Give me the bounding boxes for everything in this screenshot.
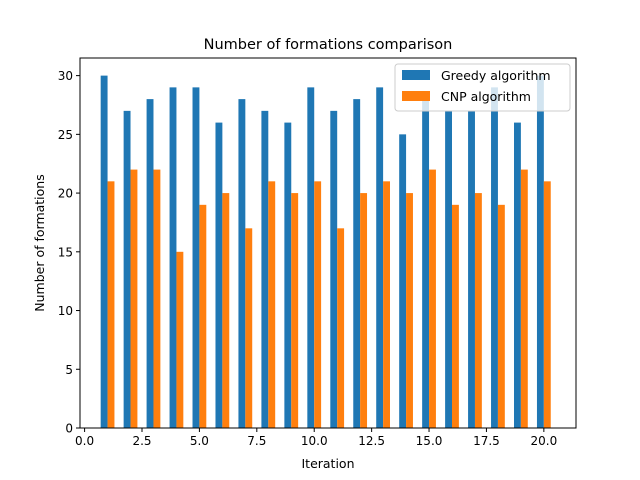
x-tick-label: 10.0: [301, 434, 328, 448]
axes-frame: [79, 57, 577, 429]
x-tick-label: 17.5: [473, 434, 500, 448]
bar-cnp-4: [176, 251, 184, 428]
y-axis-label: Number of formations: [32, 174, 47, 311]
bars-layer: [100, 75, 551, 429]
bar-greedy-5: [192, 87, 200, 429]
y-tick-label: 25: [58, 128, 73, 142]
bar-cnp-9: [291, 193, 299, 428]
bar-cnp-18: [497, 204, 505, 428]
x-tick-label: 15.0: [416, 434, 443, 448]
bar-cnp-17: [474, 193, 482, 428]
bar-greedy-7: [238, 99, 246, 429]
bar-cnp-16: [452, 204, 459, 428]
bar-greedy-10: [307, 87, 315, 429]
legend-swatch-cnp: [402, 91, 430, 101]
legend-label-greedy: Greedy algorithm: [441, 68, 551, 83]
bar-greedy-15: [422, 99, 430, 429]
x-tick-label: 2.5: [132, 434, 151, 448]
bar-cnp-2: [130, 169, 138, 428]
bar-greedy-19: [514, 122, 521, 428]
bar-cnp-14: [406, 193, 413, 428]
x-axis-label: Iteration: [301, 456, 354, 471]
bar-greedy-14: [399, 134, 407, 428]
y-tick-label: 20: [58, 187, 73, 201]
x-tick-label: 5.0: [190, 434, 209, 448]
bar-cnp-11: [337, 228, 345, 428]
bar-greedy-2: [123, 110, 131, 429]
bar-cnp-13: [383, 181, 390, 428]
bar-greedy-6: [215, 122, 223, 428]
legend-swatch-greedy: [402, 70, 430, 80]
chart-title: Number of formations comparison: [204, 37, 453, 53]
bar-cnp-6: [222, 193, 230, 428]
bar-cnp-12: [360, 193, 368, 428]
x-tick-label: 20.0: [530, 434, 557, 448]
y-axis: 0 5 10 15 20 25 30: [58, 69, 80, 436]
bar-greedy-1: [100, 75, 108, 429]
bar-greedy-4: [169, 87, 177, 429]
y-tick-label: 15: [58, 245, 73, 259]
x-tick-label: 12.5: [358, 434, 385, 448]
y-tick-label: 10: [58, 304, 73, 318]
bar-cnp-10: [314, 181, 322, 428]
y-tick-label: 0: [65, 422, 73, 436]
legend: Greedy algorithm CNP algorithm: [394, 63, 571, 112]
bar-cnp-1: [107, 181, 115, 428]
bar-greedy-3: [146, 99, 154, 429]
legend-label-cnp: CNP algorithm: [441, 89, 531, 104]
bar-cnp-3: [153, 169, 161, 428]
bar-greedy-13: [376, 87, 384, 429]
bar-cnp-5: [199, 204, 207, 428]
bar-greedy-11: [330, 110, 338, 429]
bar-greedy-18: [491, 87, 498, 429]
bar-greedy-8: [261, 110, 269, 429]
bar-greedy-17: [468, 110, 475, 429]
bar-cnp-8: [268, 181, 276, 428]
bar-greedy-9: [284, 122, 292, 428]
bar-greedy-16: [445, 110, 452, 429]
bar-cnp-15: [429, 169, 436, 428]
x-axis: 0.0 2.5 5.0 7.5 10.0 12.5 15.0 17.5 20.0: [75, 428, 557, 448]
bar-greedy-20: [536, 75, 544, 429]
y-tick-label: 5: [65, 363, 73, 377]
bar-cnp-20: [543, 181, 551, 428]
y-tick-label: 30: [58, 69, 73, 83]
x-tick-label: 7.5: [247, 434, 266, 448]
bar-greedy-12: [353, 99, 361, 429]
bar-cnp-19: [520, 169, 528, 428]
bar-cnp-7: [245, 228, 253, 428]
x-tick-label: 0.0: [75, 434, 94, 448]
legend-box: [394, 63, 571, 112]
